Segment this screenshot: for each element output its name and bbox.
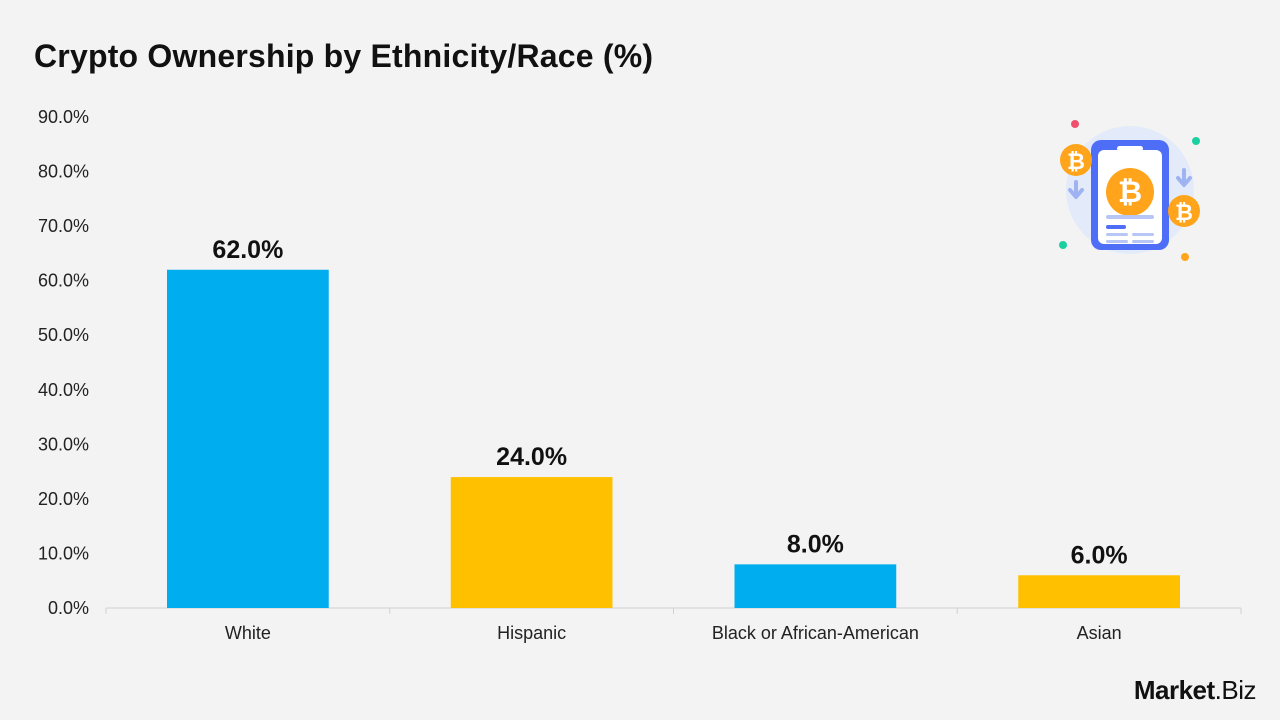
y-tick-label: 90.0%: [38, 107, 89, 127]
bar: [450, 477, 613, 608]
y-tick-label: 80.0%: [38, 162, 89, 182]
svg-text:₿: ₿: [1175, 201, 1193, 226]
y-tick-label: 30.0%: [38, 434, 89, 454]
brand-name-bold: Market: [1133, 675, 1215, 705]
data-label: 62.0%: [212, 236, 283, 264]
brand-name-regular: .Biz: [1214, 675, 1257, 705]
y-tick-label: 60.0%: [38, 271, 89, 291]
x-tick-label: Black or African-American: [712, 623, 919, 643]
y-tick-label: 50.0%: [38, 325, 89, 345]
y-tick-label: 40.0%: [38, 380, 89, 400]
svg-text:₿: ₿: [1118, 175, 1142, 210]
x-tick-label: White: [225, 623, 271, 643]
chart-title: Crypto Ownership by Ethnicity/Race (%): [34, 38, 654, 74]
svg-text:₿: ₿: [1067, 150, 1085, 175]
data-label: 8.0%: [787, 530, 844, 558]
bar: [734, 564, 897, 608]
brand-logo: Market.Biz: [1133, 675, 1257, 706]
bar: [1018, 575, 1180, 608]
y-tick-label: 10.0%: [38, 543, 89, 563]
bitcoin-phone-icon: ₿ ₿ ₿: [1059, 120, 1200, 261]
y-tick-label: 70.0%: [38, 216, 89, 236]
x-tick-label: Asian: [1077, 623, 1122, 643]
y-tick-label: 0.0%: [48, 598, 89, 618]
data-label: 6.0%: [1071, 541, 1128, 569]
y-tick-label: 20.0%: [38, 489, 89, 509]
x-tick-label: Hispanic: [497, 623, 566, 643]
data-label: 24.0%: [496, 443, 567, 471]
bar: [167, 269, 329, 608]
